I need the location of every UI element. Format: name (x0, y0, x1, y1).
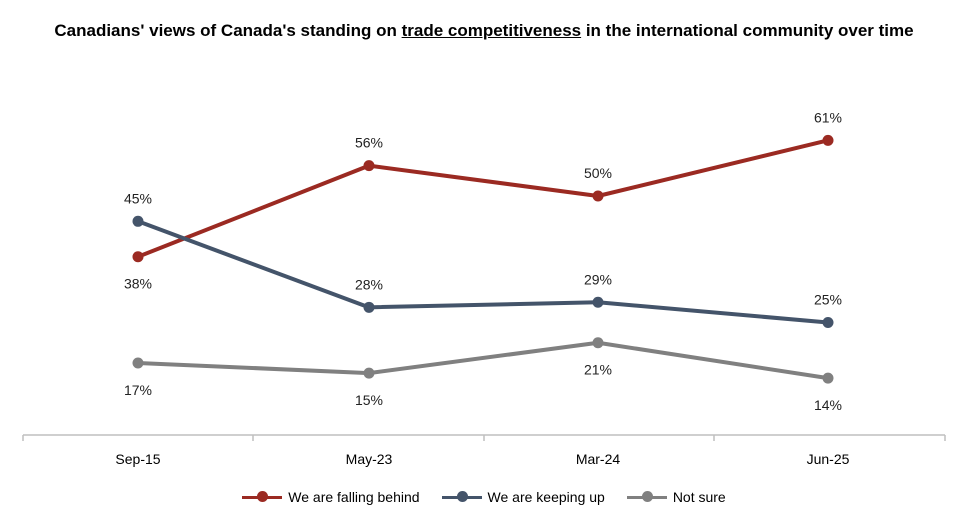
title-part2: in the international community over time (581, 21, 914, 40)
x-tick-label: Mar-24 (576, 451, 621, 467)
series-line (137, 138, 829, 259)
data-label: 61% (814, 109, 842, 125)
series-line (137, 219, 829, 325)
legend-label: We are keeping up (487, 489, 605, 505)
data-point (363, 367, 375, 379)
data-label: 15% (355, 392, 383, 408)
legend-swatch (626, 491, 667, 503)
x-tick-label: Jun-25 (807, 451, 850, 467)
data-label: 28% (355, 276, 383, 292)
data-point (132, 215, 144, 227)
legend-item: We are falling behind (242, 489, 420, 505)
chart-title: Canadians' views of Canada's standing on… (0, 18, 968, 43)
data-label: 21% (584, 362, 612, 378)
data-label: 17% (124, 382, 152, 398)
data-label: 56% (355, 135, 383, 151)
data-point (363, 301, 375, 313)
legend-swatch (441, 491, 482, 503)
data-point (822, 317, 834, 328)
data-point (822, 372, 834, 384)
title-part1: Canadians' views of Canada's standing on (54, 21, 402, 40)
data-label: 38% (124, 276, 152, 292)
legend-label: We are falling behind (288, 489, 420, 505)
legend-label: Not sure (672, 489, 726, 505)
data-label: 14% (814, 397, 842, 413)
data-point (132, 251, 144, 263)
x-tick-label: May-23 (346, 451, 393, 467)
data-point (132, 357, 144, 369)
x-tick-label: Sep-15 (115, 451, 160, 467)
data-point (592, 190, 604, 202)
data-point (822, 134, 834, 146)
title-underlined: trade competitiveness (401, 21, 582, 40)
series-line (137, 340, 829, 381)
data-point (592, 296, 604, 308)
data-label: 50% (584, 165, 612, 181)
chart-legend: We are falling behind We are keeping up No… (0, 489, 968, 505)
data-label: 45% (124, 190, 152, 206)
legend-item: Not sure (626, 489, 726, 505)
data-label: 25% (814, 292, 842, 308)
data-point (363, 160, 375, 172)
legend-item: We are keeping up (441, 489, 605, 505)
data-point (592, 337, 604, 349)
data-label: 29% (584, 271, 612, 287)
legend-swatch (242, 491, 283, 503)
